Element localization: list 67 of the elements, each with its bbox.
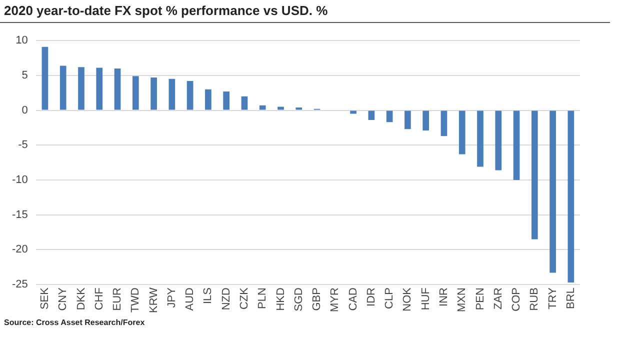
bar <box>422 110 430 131</box>
bar <box>404 110 411 130</box>
x-tick-label: IDR <box>365 287 378 306</box>
bar <box>350 110 356 114</box>
x-tick-label: CZK <box>238 286 250 310</box>
chart-title: 2020 year-to-date FX spot % performance vs USD. % <box>4 3 328 18</box>
bar <box>78 67 84 110</box>
source-note: Source: Cross Asset Research/Forex <box>4 318 145 327</box>
x-tick-label: CAD <box>347 287 360 311</box>
x-tick-label: CHF <box>93 287 106 310</box>
bar <box>259 105 266 110</box>
x-tick-label: MXN <box>456 287 468 312</box>
x-tick-label: HKD <box>274 287 287 311</box>
bar <box>114 68 121 110</box>
x-tick-label: RUB <box>528 288 541 311</box>
x-tick-label: NOK <box>402 286 414 312</box>
x-tick-label: ILS <box>202 288 214 304</box>
bar <box>513 110 520 180</box>
x-tick-label: EUR <box>112 287 124 311</box>
x-tick-label: NZD <box>220 287 232 310</box>
bar <box>60 66 66 110</box>
x-tick-label: BRL <box>564 288 577 309</box>
x-tick-label: SGD <box>292 287 305 312</box>
bar <box>386 110 393 122</box>
bar <box>458 110 466 154</box>
x-tick-label: HUF <box>420 287 432 310</box>
bar <box>223 91 230 110</box>
bar <box>278 106 284 110</box>
y-tick-label: -20 <box>12 244 28 256</box>
bar <box>368 110 375 120</box>
bar <box>96 68 103 110</box>
x-tick-label: GBP <box>311 288 324 311</box>
x-tick-label: AUD <box>184 287 196 311</box>
bar <box>132 76 139 110</box>
bar <box>241 96 248 110</box>
x-tick-label: TWD <box>130 287 142 313</box>
x-tick-label: SEK <box>39 286 51 310</box>
bar <box>168 78 176 110</box>
bar <box>205 89 212 110</box>
bar <box>477 110 484 167</box>
bar <box>568 110 574 282</box>
y-tick-label: 10 <box>16 34 28 47</box>
bar <box>150 78 157 110</box>
x-tick-label: PLN <box>256 287 269 309</box>
x-tick-label: JPY <box>166 286 178 308</box>
bar <box>186 81 194 110</box>
bar <box>440 110 448 136</box>
x-tick-label: PEN <box>474 287 486 310</box>
bar <box>495 110 502 170</box>
x-tick-label: CNY <box>57 286 70 311</box>
y-tick-label: 0 <box>22 104 28 116</box>
y-tick-label: -5 <box>18 139 28 152</box>
bar <box>42 46 48 110</box>
x-tick-label: INR <box>438 287 450 306</box>
bar <box>531 110 538 240</box>
x-tick-label: CLP <box>384 288 396 309</box>
y-tick-label: -10 <box>12 174 28 186</box>
x-tick-label: KRW <box>148 286 160 314</box>
bar <box>550 110 556 273</box>
y-tick-label: -25 <box>12 278 28 291</box>
x-tick-label: TRY <box>546 286 559 310</box>
y-tick-label: -15 <box>12 208 28 221</box>
x-tick-label: COP <box>510 288 523 312</box>
x-tick-label: MYR <box>329 287 342 312</box>
x-tick-label: DKK <box>75 286 88 310</box>
x-tick-label: ZAR <box>492 287 504 310</box>
y-tick-label: 5 <box>22 69 28 82</box>
